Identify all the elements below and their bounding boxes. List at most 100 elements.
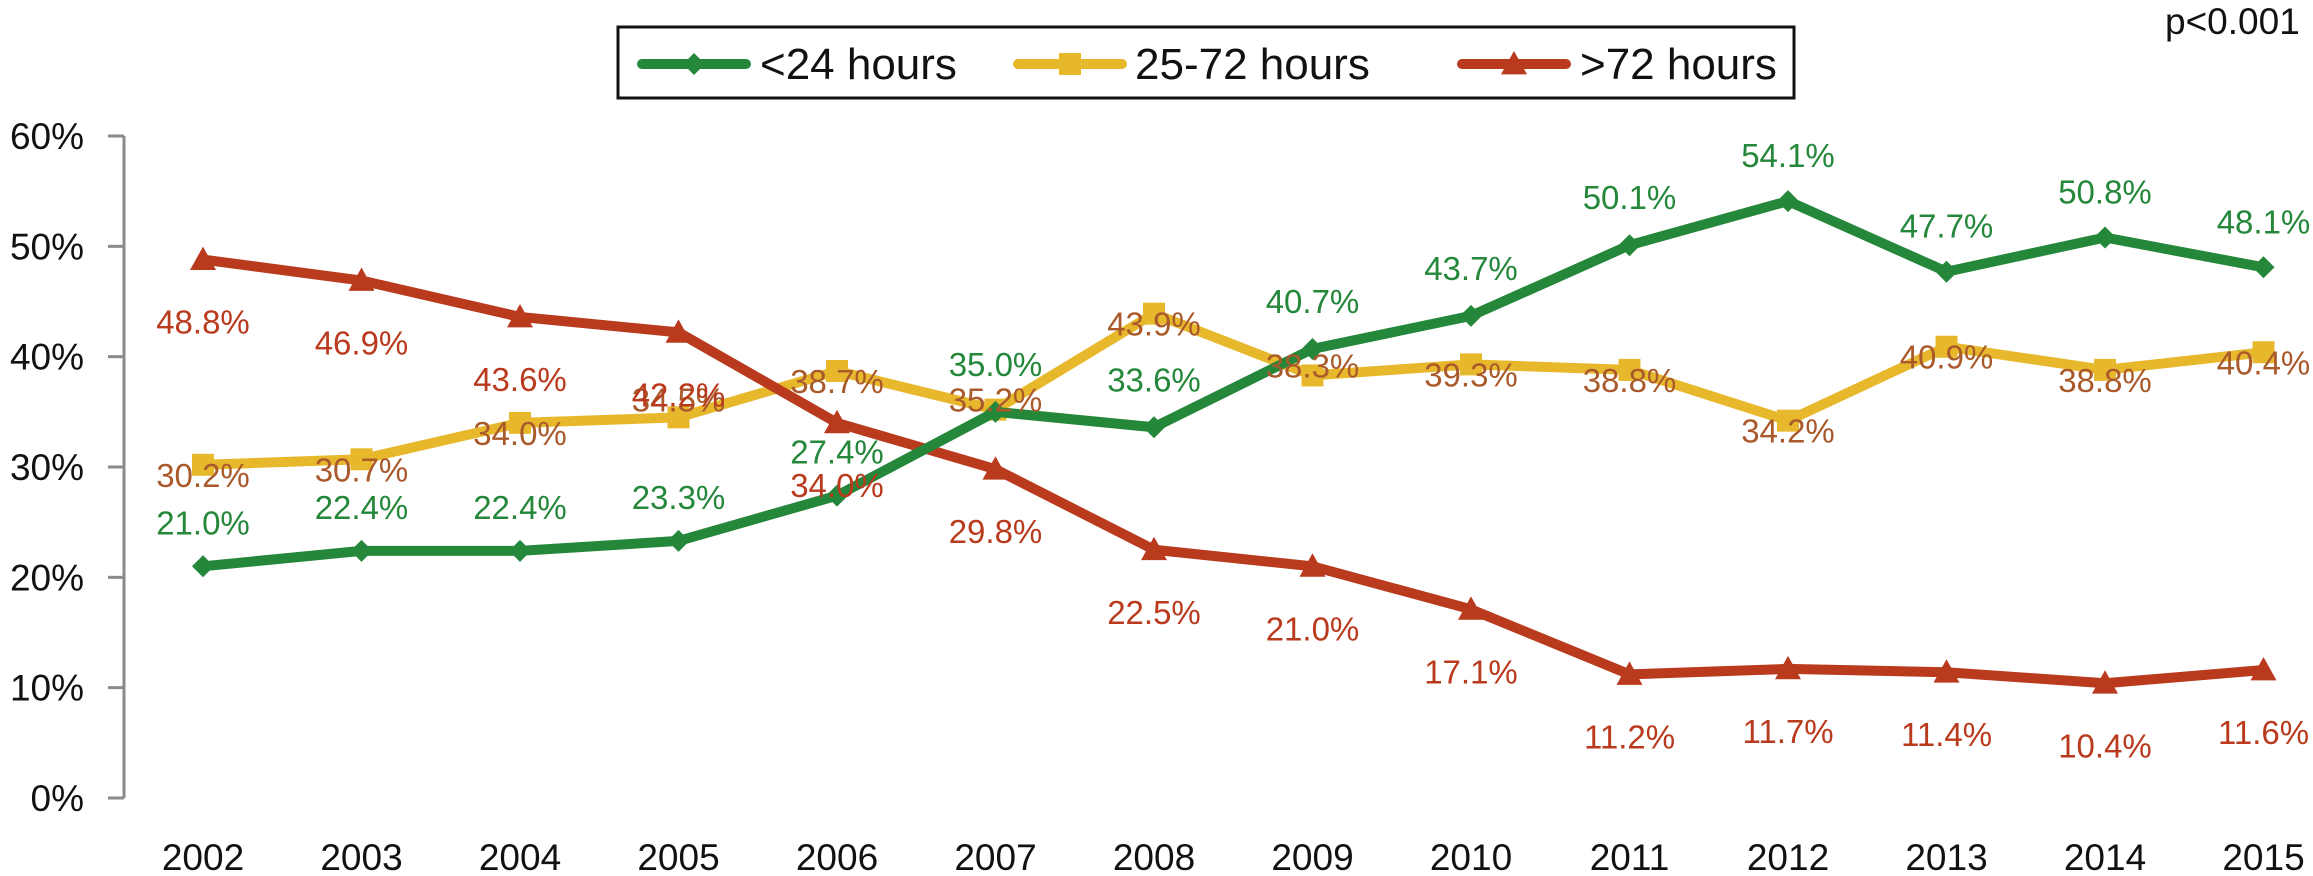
data-label: 11.2% — [1584, 718, 1675, 755]
data-point-triangle — [1458, 596, 1484, 620]
data-label: 34.0% — [473, 415, 567, 452]
data-point-square — [1460, 353, 1482, 376]
data-point-square — [192, 453, 214, 476]
x-tick-label: 2014 — [2064, 837, 2146, 876]
data-point-triangle — [190, 246, 216, 270]
x-tick-label: 2011 — [1590, 837, 1670, 876]
data-label: 54.1% — [1741, 137, 1835, 174]
data-label: 35.0% — [949, 346, 1043, 383]
data-point-triangle — [1933, 659, 1960, 683]
legend-item: <24 hours — [637, 40, 957, 89]
data-point-square — [1301, 364, 1324, 387]
data-label: 43.9% — [1107, 306, 1201, 343]
data-label: 42.2% — [632, 376, 726, 413]
x-tick-label: 2006 — [796, 837, 878, 876]
data-label: 48.1% — [2217, 203, 2311, 240]
x-tick-label: 2007 — [954, 837, 1036, 876]
data-point-triangle — [824, 409, 850, 434]
data-label: 43.6% — [473, 361, 567, 398]
x-tick-label: 2012 — [1747, 837, 1829, 876]
y-tick-label: 10% — [10, 668, 84, 709]
p-value-annotation: p<0.001 — [2165, 1, 2300, 42]
data-point-triangle — [1775, 655, 1801, 680]
series-layer — [190, 190, 2277, 694]
data-point-triangle — [2092, 670, 2118, 694]
data-label: 27.4% — [790, 434, 884, 471]
data-point-triangle — [1141, 536, 1167, 561]
data-label: 34.2% — [1741, 413, 1835, 450]
data-label: 22.5% — [1107, 594, 1201, 631]
data-point-square — [1935, 335, 1958, 358]
x-tick-label: 2015 — [2222, 837, 2304, 876]
data-label: 17.1% — [1424, 653, 1518, 690]
data-label: 34.0% — [790, 467, 884, 504]
data-point-triangle — [665, 319, 692, 343]
x-tick-label: 2010 — [1430, 837, 1512, 876]
series-under-24-hours — [192, 190, 2275, 578]
series-25-72-hours — [192, 302, 2275, 476]
y-tick-label: 60% — [10, 116, 84, 157]
data-point-diamond — [2252, 256, 2275, 279]
x-tick-label: 2009 — [1271, 837, 1353, 876]
data-point-triangle — [1501, 51, 1527, 75]
data-point-square — [826, 360, 848, 383]
data-label: 30.7% — [315, 451, 409, 488]
data-point-square — [1059, 53, 1081, 75]
data-label: 48.8% — [156, 304, 250, 341]
data-label: 29.8% — [949, 513, 1043, 550]
data-label: 21.0% — [156, 504, 250, 541]
data-point-square — [509, 411, 531, 434]
legend-box — [616, 25, 1796, 100]
data-point-diamond — [683, 53, 705, 75]
y-tick-label: 0% — [31, 778, 84, 819]
data-point-square — [667, 406, 690, 429]
data-point-triangle — [1616, 661, 1643, 685]
data-label: 46.9% — [315, 325, 409, 362]
x-tick-label: 2005 — [637, 837, 719, 876]
y-tick-label: 30% — [10, 447, 84, 488]
y-tick-label: 40% — [10, 337, 84, 378]
data-point-triangle — [982, 456, 1009, 480]
data-point-diamond — [350, 539, 373, 562]
data-point-triangle — [348, 267, 375, 291]
data-label: 47.7% — [1900, 208, 1994, 245]
data-point-diamond — [1935, 260, 1958, 283]
x-tick-label: 2002 — [162, 837, 244, 876]
x-tick-label: 2004 — [479, 837, 561, 876]
data-point-diamond — [2094, 226, 2116, 249]
data-label: 33.6% — [1107, 361, 1201, 398]
data-label: 11.4% — [1901, 716, 1992, 753]
data-point-diamond — [667, 529, 690, 552]
data-point-diamond — [1301, 337, 1324, 360]
data-label: 23.3% — [632, 479, 726, 516]
series-line — [198, 196, 2269, 572]
series-over-72-hours — [190, 246, 2277, 694]
data-label: 43.7% — [1424, 250, 1518, 287]
data-label: 11.6% — [2218, 714, 2309, 751]
data-label: 40.4% — [2217, 344, 2311, 381]
legend-label: <24 hours — [760, 40, 957, 89]
legend-label: 25-72 hours — [1135, 40, 1370, 89]
data-labels: 21.0% 22.4% 22.4% 23.3% 27.4% 35.0% 33.6% 40.7%… — [156, 137, 2310, 764]
data-label: 39.3% — [1424, 356, 1518, 393]
legend-item: 25-72 hours — [1013, 40, 1370, 89]
data-label: 30.2% — [156, 457, 250, 494]
data-label: 22.4% — [473, 489, 567, 526]
x-tick-label: 2003 — [320, 837, 402, 876]
data-point-diamond — [984, 400, 1007, 423]
data-point-diamond — [1777, 190, 1799, 213]
y-tick-label: 50% — [10, 226, 84, 267]
data-point-square — [2252, 341, 2275, 364]
axes: 0% 10% 20% 30% 40% 50% 60% 2002 2003 2004 2005 2006… — [10, 116, 2305, 876]
data-label: 38.7% — [790, 363, 884, 400]
series-line — [198, 308, 2269, 470]
data-label: 35.2% — [949, 382, 1043, 419]
data-point-square — [2094, 358, 2116, 381]
data-point-square — [1143, 302, 1165, 325]
data-point-diamond — [1143, 416, 1165, 439]
data-label: 38.8% — [2058, 362, 2152, 399]
data-point-triangle — [507, 303, 533, 328]
x-tick-label: 2008 — [1113, 837, 1195, 876]
data-label: 22.4% — [315, 489, 409, 526]
data-point-square — [1777, 409, 1799, 432]
